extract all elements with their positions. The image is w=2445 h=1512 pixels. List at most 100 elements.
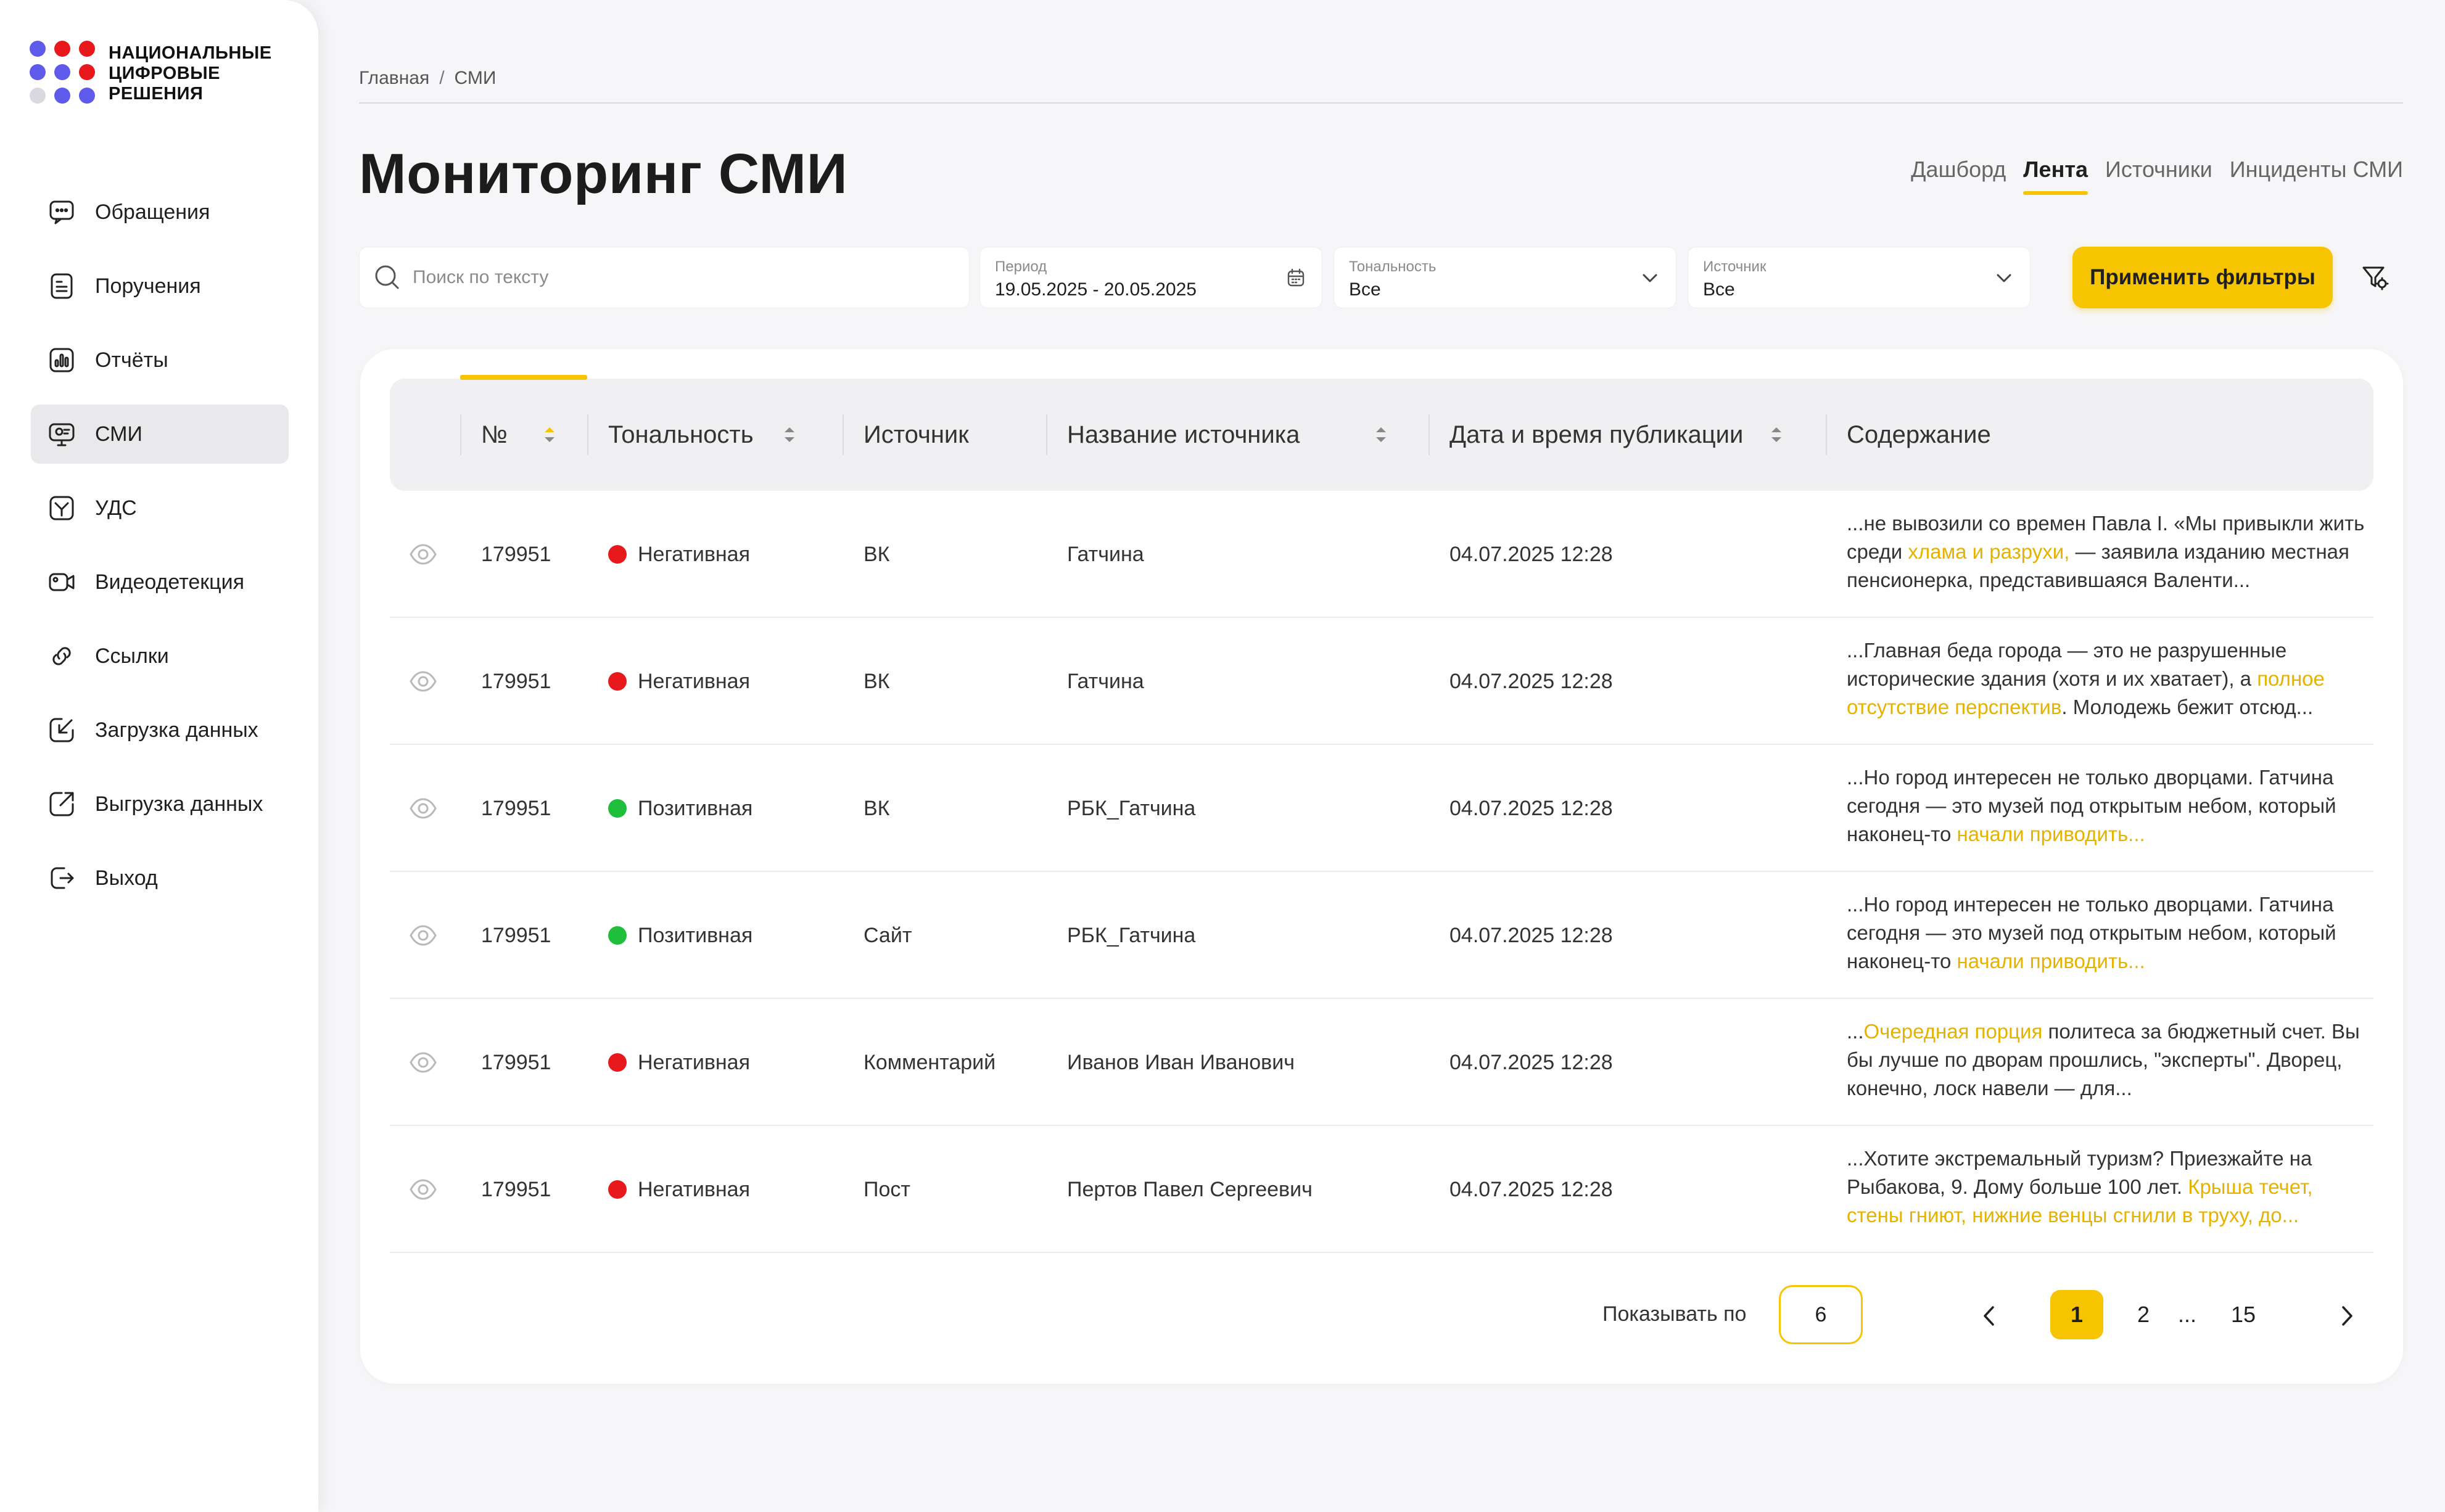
tone-dot <box>608 1053 627 1072</box>
sidebar-item-label: УДС <box>95 496 137 520</box>
sidebar-item-assignments[interactable]: Поручения <box>31 257 289 316</box>
chevron-left-icon[interactable] <box>1977 1302 2002 1329</box>
feed-table-card: № Тональность Источник Название источник… <box>360 349 2403 1384</box>
sort-icon[interactable] <box>781 422 798 447</box>
row-source: Сайт <box>864 923 912 947</box>
table-header: № Тональность Источник Название источник… <box>390 375 2373 491</box>
sidebar-item-video-detection[interactable]: Видеодетекция <box>31 553 289 612</box>
eye-icon[interactable] <box>408 745 439 872</box>
content-text: политеса за бюджетный счет. Вы бы лучше … <box>1847 1020 2360 1099</box>
tone-dot <box>608 799 627 818</box>
page-button[interactable]: 15 <box>2230 1302 2256 1327</box>
column-header-source-name[interactable]: Название источника <box>1046 379 1429 491</box>
brand-name-line: РЕШЕНИЯ <box>109 84 204 104</box>
tone-select[interactable]: Тональность Все <box>1334 247 1676 308</box>
row-source-name: Иванов Иван Иванович <box>1067 1050 1295 1074</box>
page-button[interactable]: 2 <box>2137 1302 2150 1327</box>
breadcrumb-home-link[interactable]: Главная <box>359 68 430 88</box>
sidebar-item-reports[interactable]: Отчёты <box>31 331 289 390</box>
view-tabs: Дашборд Лента Источники Инциденты СМИ <box>1894 157 2403 195</box>
filter-settings-icon[interactable] <box>2359 261 2391 294</box>
eye-icon[interactable] <box>408 999 439 1126</box>
column-header-tone[interactable]: Тональность <box>587 379 843 491</box>
table-row[interactable]: 179951 Позитивная ВК РБК_Гатчина 04.07.2025 … <box>390 745 2373 872</box>
tab-dashboard[interactable]: Дашборд <box>1911 157 2006 182</box>
search-box[interactable] <box>359 247 970 308</box>
row-content: ...Но город интересен не только дворцами… <box>1847 872 2365 999</box>
tone-select-label: Тональность <box>1349 258 1437 275</box>
table-row[interactable]: 179951 Негативная ВК Гатчина 04.07.2025 12:2… <box>390 491 2373 618</box>
column-header-label: Название источника <box>1067 421 1300 448</box>
tab-feed[interactable]: Лента <box>2023 157 2088 195</box>
sidebar-item-links[interactable]: Ссылки <box>31 627 289 686</box>
column-header-date[interactable]: Дата и время публикации <box>1429 379 1826 491</box>
row-source: ВК <box>864 796 890 820</box>
content-highlight: начали приводить... <box>1956 950 2145 972</box>
sidebar-item-media[interactable]: СМИ <box>31 405 289 464</box>
row-source-name: РБК_Гатчина <box>1067 796 1196 820</box>
sidebar-item-uds[interactable]: УДС <box>31 479 289 538</box>
content-text: ... <box>1847 1020 1864 1043</box>
video-icon <box>47 567 76 597</box>
calendar-icon[interactable] <box>1284 266 1308 290</box>
row-tone: Негативная <box>608 999 750 1126</box>
tone-label: Негативная <box>638 1177 751 1201</box>
column-header-label: Источник <box>864 421 969 448</box>
row-date: 04.07.2025 12:28 <box>1449 542 1613 566</box>
row-tone: Негативная <box>608 491 750 618</box>
table-row[interactable]: 179951 Позитивная Сайт РБК_Гатчина 04.07.202… <box>390 872 2373 999</box>
content-highlight: Крыша течет, стены гниют, нижние венцы с… <box>1847 1175 2313 1226</box>
eye-icon[interactable] <box>408 491 439 618</box>
sidebar-item-logout[interactable]: Выход <box>31 848 289 908</box>
content-text: — заявила изданию местная пенсионерка, п… <box>1847 540 2349 591</box>
sort-ascending-icon[interactable] <box>541 422 558 447</box>
row-source: ВК <box>864 669 890 693</box>
tab-media-incidents[interactable]: Инциденты СМИ <box>2229 157 2403 182</box>
row-number: 179951 <box>481 796 551 820</box>
column-header-number[interactable]: № <box>460 379 587 491</box>
chart-icon <box>47 345 76 375</box>
chevron-down-icon <box>1997 274 2011 282</box>
message-icon <box>47 197 76 227</box>
table-row[interactable]: 179951 Негативная Пост Пертов Павел Сергеев… <box>390 1126 2373 1253</box>
content-text: ...не вывозили со времен Павла I. «Мы пр… <box>1847 512 2365 563</box>
sidebar-item-appeals[interactable]: Обращения <box>31 183 289 242</box>
per-page-label: Показывать по <box>1602 1302 1747 1326</box>
sidebar-item-label: СМИ <box>95 422 142 446</box>
row-tone: Позитивная <box>608 745 752 872</box>
sidebar-item-label: Загрузка данных <box>95 718 258 742</box>
active-sort-indicator <box>460 375 587 380</box>
table-row[interactable]: 179951 Негативная ВК Гатчина 04.07.2025 12:2… <box>390 618 2373 745</box>
tone-dot <box>608 672 627 691</box>
row-number: 179951 <box>481 669 551 693</box>
apply-filters-button[interactable]: Применить фильтры <box>2072 247 2333 308</box>
column-separator <box>1826 414 1827 455</box>
row-source: Пост <box>864 1177 910 1201</box>
page-button[interactable]: 1 <box>2050 1290 2103 1339</box>
source-select[interactable]: Источник Все <box>1688 247 2031 308</box>
row-date: 04.07.2025 12:28 <box>1449 796 1613 820</box>
sidebar-item-data-export[interactable]: Выгрузка данных <box>31 774 289 834</box>
breadcrumb-separator: / <box>439 68 445 88</box>
row-source-name: Гатчина <box>1067 542 1144 566</box>
per-page-select[interactable]: 6 <box>1779 1285 1863 1344</box>
header-divider <box>359 102 2403 104</box>
chevron-right-icon[interactable] <box>2334 1302 2359 1329</box>
sort-icon[interactable] <box>1372 422 1390 447</box>
tone-dot <box>608 545 627 564</box>
brand-logo[interactable]: НАЦИОНАЛЬНЫЕ ЦИФРОВЫЕ РЕШЕНИЯ <box>30 41 272 104</box>
sidebar-item-data-import[interactable]: Загрузка данных <box>31 701 289 760</box>
row-content: ...Хотите экстремальный туризм? Приезжай… <box>1847 1126 2365 1253</box>
column-separator <box>843 414 844 455</box>
column-header-label: Дата и время публикации <box>1449 421 1744 448</box>
search-input[interactable] <box>413 267 955 288</box>
sort-icon[interactable] <box>1768 422 1785 447</box>
eye-icon[interactable] <box>408 1126 439 1253</box>
table-row[interactable]: 179951 Негативная Комментарий Иванов Иван И… <box>390 999 2373 1126</box>
eye-icon[interactable] <box>408 872 439 999</box>
eye-icon[interactable] <box>408 618 439 745</box>
row-source-name: Пертов Павел Сергеевич <box>1067 1177 1313 1201</box>
period-field[interactable]: Период 19.05.2025 - 20.05.2025 <box>979 247 1322 308</box>
tab-sources[interactable]: Источники <box>2105 157 2212 182</box>
sidebar: НАЦИОНАЛЬНЫЕ ЦИФРОВЫЕ РЕШЕНИЯ Обращения … <box>0 0 318 1512</box>
